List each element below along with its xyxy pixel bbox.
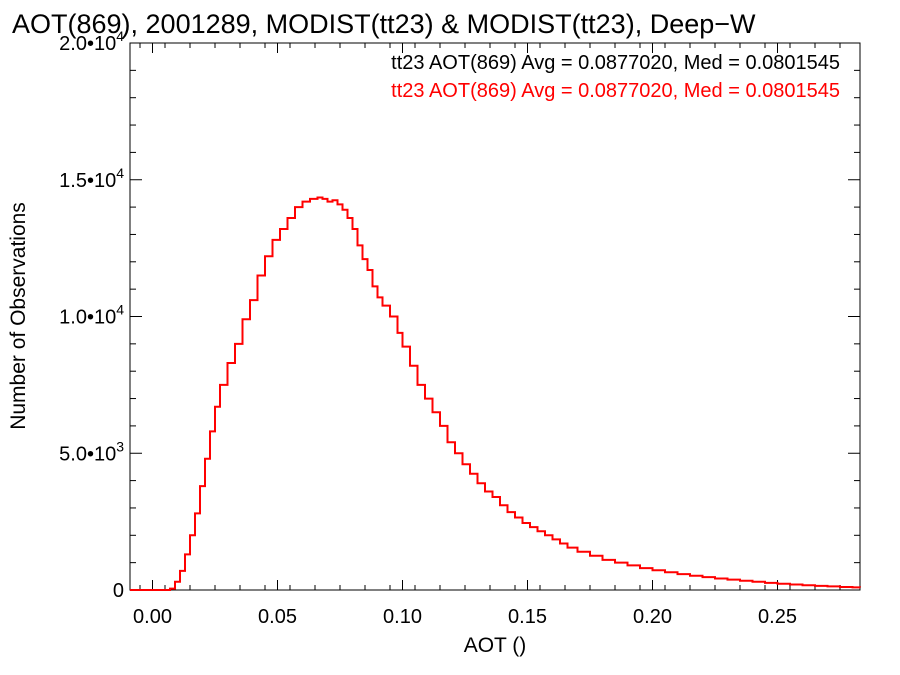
y-tick-label: 1.0•104 xyxy=(59,302,124,329)
x-tick-label: 0.20 xyxy=(633,606,672,628)
plot-area xyxy=(129,42,861,591)
chart-title: AOT(869), 2001289, MODIST(tt23) & MODIST… xyxy=(12,9,756,39)
y-tick-label: 5.0•103 xyxy=(59,438,124,465)
series-layer xyxy=(130,196,861,591)
x-tick-label: 0.10 xyxy=(383,606,422,628)
y-tick-labels: 0 5.0•103 1.0•104 1.5•104 2.0•104 xyxy=(59,28,124,602)
ticks-layer xyxy=(130,42,860,591)
y-axis-label: Number of Observations xyxy=(7,202,30,430)
x-tick-label: 0.00 xyxy=(133,606,172,628)
y-tick-label: 0 xyxy=(113,580,124,602)
histogram-series-line xyxy=(130,196,861,591)
x-axis-label: AOT () xyxy=(464,634,527,657)
x-tick-label: 0.15 xyxy=(508,606,547,628)
plot-frame xyxy=(129,42,861,591)
stats-annotation-red: tt23 AOT(869) Avg = 0.0877020, Med = 0.0… xyxy=(391,80,840,102)
y-tick-label: 2.0•104 xyxy=(59,28,124,55)
y-tick-label: 1.5•104 xyxy=(59,165,124,192)
x-tick-label: 0.25 xyxy=(758,606,797,628)
x-tick-labels: 0.00 0.05 0.10 0.15 0.20 0.25 xyxy=(133,606,797,628)
x-tick-label: 0.05 xyxy=(258,606,297,628)
stats-annotation-black: tt23 AOT(869) Avg = 0.0877020, Med = 0.0… xyxy=(391,52,840,74)
